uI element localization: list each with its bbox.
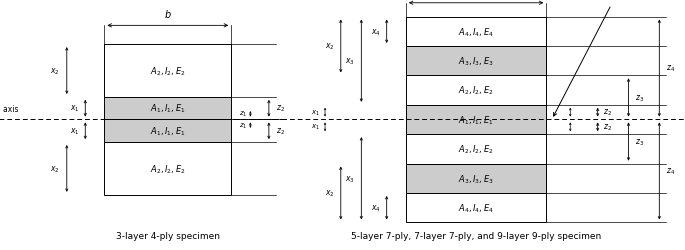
Text: $A_2, I_2, E_2$: $A_2, I_2, E_2$ — [458, 84, 494, 97]
Text: $A_3, I_3, E_3$: $A_3, I_3, E_3$ — [458, 172, 494, 185]
Text: $x_1$: $x_1$ — [311, 108, 320, 117]
Text: $A_2, I_2, E_2$: $A_2, I_2, E_2$ — [458, 143, 494, 156]
Bar — [406, 18, 546, 47]
Text: $x_1$: $x_1$ — [311, 123, 320, 132]
Text: $z_1$: $z_1$ — [238, 121, 247, 130]
Text: $z_2$: $z_2$ — [275, 104, 285, 114]
Text: $x_2$: $x_2$ — [50, 164, 60, 174]
Bar — [104, 98, 231, 120]
Text: $z_4$: $z_4$ — [666, 64, 675, 74]
Text: $x_3$: $x_3$ — [345, 173, 355, 184]
Text: $x_2$: $x_2$ — [325, 188, 334, 198]
Text: $b$: $b$ — [164, 8, 172, 20]
Bar — [104, 45, 231, 98]
Text: $A_1, I_1, E_1$: $A_1, I_1, E_1$ — [150, 102, 186, 115]
Text: $A_1, I_1, E_1$: $A_1, I_1, E_1$ — [458, 114, 494, 126]
Text: $A_2, I_2, E_2$: $A_2, I_2, E_2$ — [150, 162, 186, 175]
Text: $x_1$: $x_1$ — [70, 104, 79, 114]
Bar — [406, 76, 546, 105]
Bar — [406, 193, 546, 222]
Text: $z_4$: $z_4$ — [666, 166, 675, 176]
Bar — [104, 120, 231, 142]
Text: $x_4$: $x_4$ — [371, 27, 381, 37]
Text: $A_4, I_4, E_4$: $A_4, I_4, E_4$ — [458, 202, 494, 214]
Text: $z_3$: $z_3$ — [634, 137, 644, 147]
Text: $A_1, I_1, E_1$: $A_1, I_1, E_1$ — [150, 125, 186, 138]
Text: $z_3$: $z_3$ — [634, 93, 644, 103]
Text: $x_2$: $x_2$ — [50, 66, 60, 76]
Text: $A_3, I_3, E_3$: $A_3, I_3, E_3$ — [458, 55, 494, 68]
Text: $z_2$: $z_2$ — [603, 108, 612, 118]
Text: $z_1$ ( = 0 mm): $z_1$ ( = 0 mm) — [604, 0, 656, 3]
Text: $z_1$: $z_1$ — [238, 110, 247, 119]
Bar — [104, 142, 231, 195]
Text: $x_2$: $x_2$ — [325, 42, 334, 52]
Bar — [406, 164, 546, 193]
Text: 3-layer 4-ply specimen: 3-layer 4-ply specimen — [116, 231, 220, 240]
Bar — [406, 47, 546, 76]
Text: $z_2$: $z_2$ — [603, 122, 612, 132]
Text: $A_2, I_2, E_2$: $A_2, I_2, E_2$ — [150, 65, 186, 78]
Text: Neutral axis: Neutral axis — [0, 105, 18, 114]
Text: $x_3$: $x_3$ — [345, 56, 355, 67]
Text: $z_2$: $z_2$ — [275, 126, 285, 136]
Text: $x_1$: $x_1$ — [70, 126, 79, 136]
Text: $x_4$: $x_4$ — [371, 203, 381, 213]
Bar — [406, 135, 546, 164]
Bar — [406, 105, 546, 135]
Text: $A_4, I_4, E_4$: $A_4, I_4, E_4$ — [458, 26, 494, 38]
Text: 5-layer 7-ply, 7-layer 7-ply, and 9-layer 9-ply specimen: 5-layer 7-ply, 7-layer 7-ply, and 9-laye… — [351, 231, 601, 240]
